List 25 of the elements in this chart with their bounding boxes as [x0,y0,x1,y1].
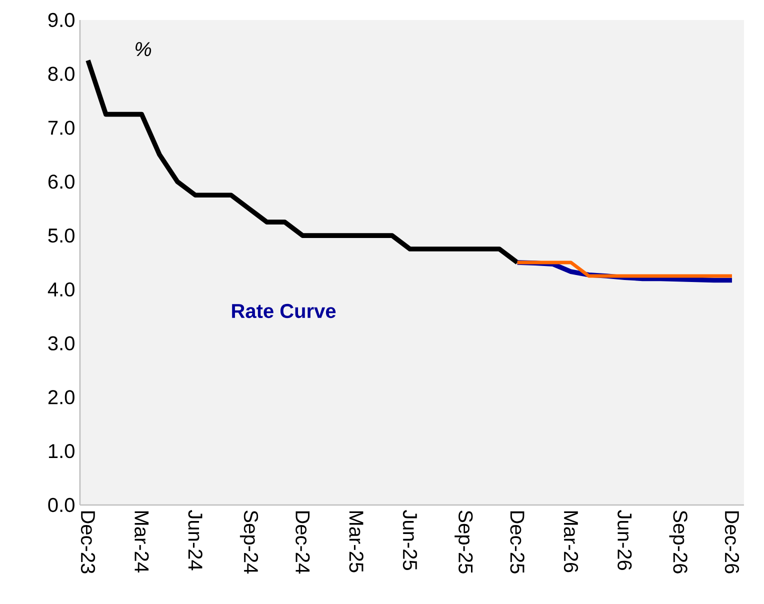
y-tick-label: 8.0 [48,66,74,81]
x-tick-label: Mar-24 [134,511,149,572]
x-tick-label: Dec-25 [510,511,524,574]
x-tick-label: Mar-26 [564,511,578,572]
y-tick-label: 9.0 [48,12,74,28]
x-tick-label: Mar-25 [349,511,364,572]
x-tick-label: Sep-26 [669,510,688,574]
y-tick-label: 7.0 [48,120,74,135]
y-tick-label: 1.0 [48,444,74,458]
x-tick-label: Jun-26 [618,510,632,570]
y-tick-label: 2.0 [48,390,74,404]
text: Rate Curve [232,304,336,318]
y-tick-label: 5.0 [48,228,74,243]
x-tick-label: Jun-24 [188,510,202,570]
x-tick-label: Dec-24 [296,511,310,574]
x-tick-label: Sep-24 [240,510,258,574]
y-tick-label: 3.0 [48,336,74,350]
x-tick-label: Sep-25 [454,510,473,574]
y-tick-label: 6.0 [48,174,74,189]
y-tick-label: 0.0 [48,498,74,512]
annotation: % [136,42,152,56]
x-tick-label: Jun-25 [402,510,418,570]
x-tick-label: Dec-26 [724,511,740,574]
y-tick-label: 4.0 [48,282,74,297]
x-tick-label: Dec-23 [80,511,96,574]
